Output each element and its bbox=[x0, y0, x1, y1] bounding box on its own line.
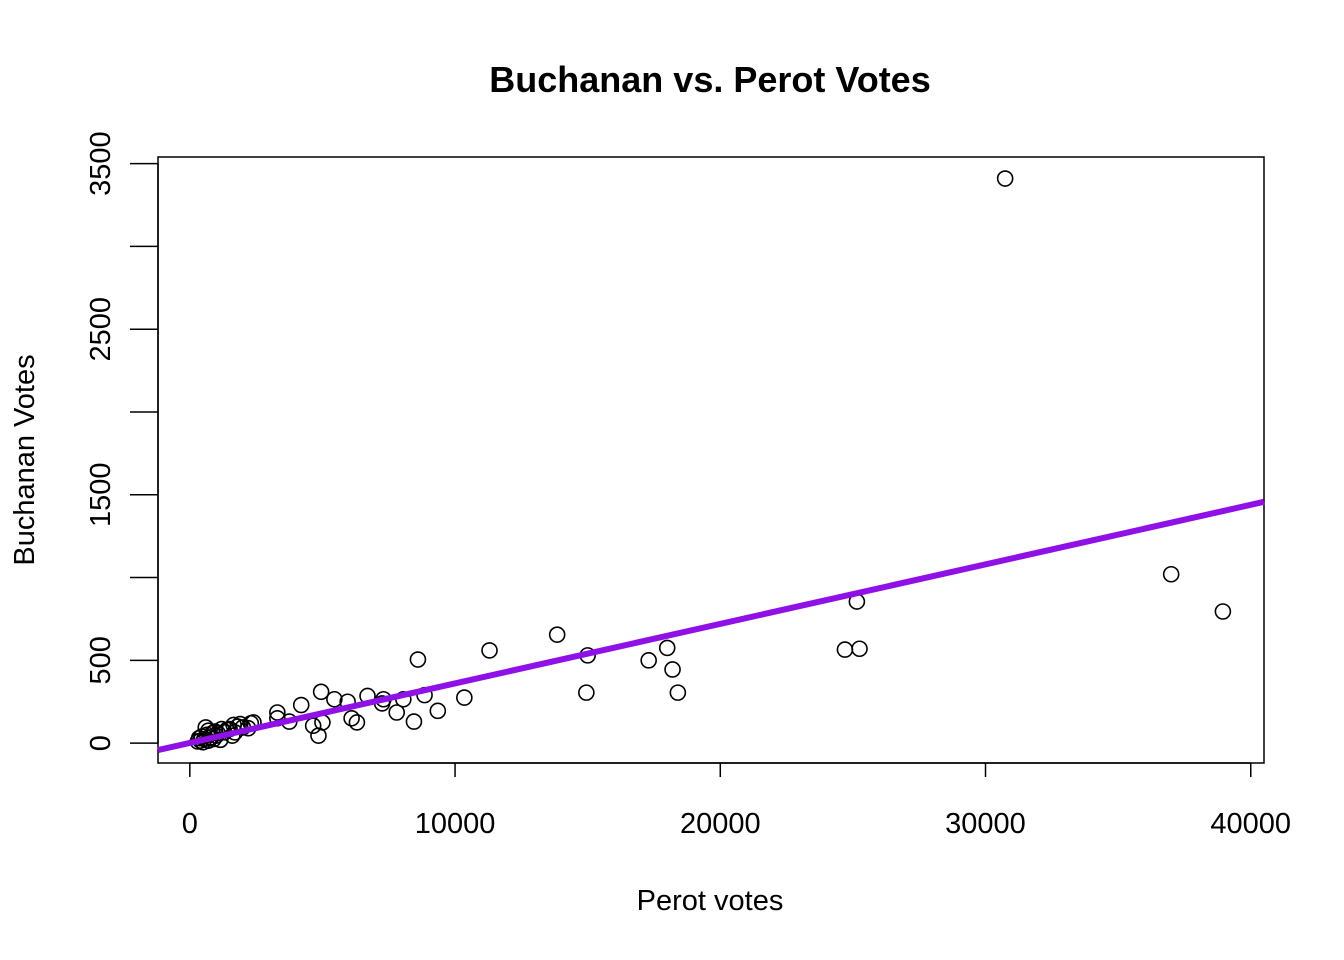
data-point bbox=[548, 626, 566, 643]
data-point bbox=[456, 689, 473, 706]
x-tick-label: 20000 bbox=[680, 808, 761, 840]
data-points bbox=[189, 170, 1232, 751]
y-tick-label: 2500 bbox=[85, 297, 117, 362]
regression-line bbox=[157, 498, 1265, 753]
plot-box bbox=[157, 156, 1265, 764]
regression-line-group bbox=[157, 498, 1265, 753]
data-point bbox=[312, 683, 330, 701]
x-tick-label: 0 bbox=[182, 808, 198, 840]
y-tick-label: 0 bbox=[85, 735, 117, 751]
y-tick-label: 500 bbox=[85, 636, 117, 684]
data-point bbox=[1214, 603, 1232, 620]
x-tick-label: 10000 bbox=[415, 808, 496, 840]
data-point bbox=[409, 651, 427, 668]
data-point bbox=[481, 642, 498, 659]
data-point bbox=[640, 652, 657, 669]
data-point bbox=[348, 714, 366, 731]
data-point bbox=[578, 684, 595, 701]
data-point bbox=[658, 639, 676, 657]
y-axis-label: Buchanan Votes bbox=[9, 354, 41, 565]
data-point bbox=[836, 641, 854, 658]
chart-title: Buchanan vs. Perot Votes bbox=[489, 59, 930, 100]
x-tick-label: 30000 bbox=[945, 808, 1026, 840]
data-point bbox=[269, 704, 286, 721]
data-point bbox=[664, 661, 681, 678]
data-point bbox=[669, 684, 687, 701]
data-point bbox=[310, 727, 327, 744]
data-point bbox=[326, 690, 343, 708]
y-axis: 0 500 1500 2500 3500 bbox=[85, 131, 159, 751]
data-point bbox=[388, 704, 406, 721]
data-point bbox=[343, 709, 360, 727]
y-tick-label: 3500 bbox=[85, 131, 117, 196]
data-point bbox=[405, 713, 423, 730]
data-point bbox=[1162, 565, 1180, 583]
data-point bbox=[429, 702, 447, 720]
data-point bbox=[996, 170, 1014, 187]
data-point bbox=[851, 640, 868, 658]
x-axis: 0 10000 20000 30000 40000 bbox=[182, 762, 1291, 840]
y-tick-label: 1500 bbox=[85, 463, 117, 528]
data-point bbox=[292, 696, 310, 714]
x-axis-label: Perot votes bbox=[637, 885, 784, 917]
x-tick-label: 40000 bbox=[1210, 808, 1291, 840]
